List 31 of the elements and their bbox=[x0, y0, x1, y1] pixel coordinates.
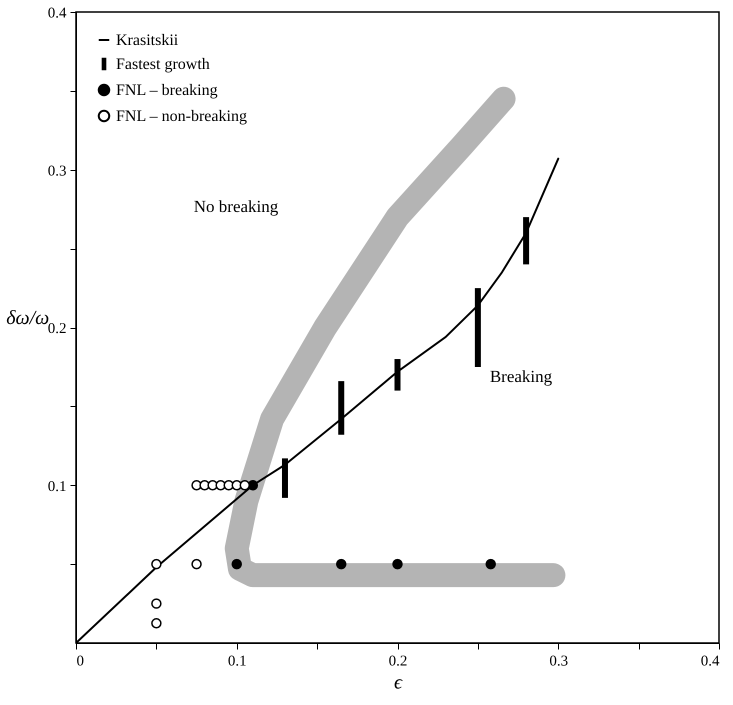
point bbox=[151, 598, 162, 609]
x-tick-label: 0.3 bbox=[549, 654, 568, 670]
bar bbox=[523, 217, 530, 264]
point bbox=[336, 558, 346, 570]
annotation: No breaking bbox=[194, 197, 279, 216]
bar bbox=[282, 458, 288, 498]
annotation: Breaking bbox=[490, 367, 553, 386]
point bbox=[151, 618, 162, 628]
x-tick-label: 0.4 bbox=[700, 654, 720, 670]
point bbox=[232, 558, 242, 570]
y-axis-title: δω/ω bbox=[6, 307, 50, 329]
bar bbox=[338, 381, 344, 435]
point bbox=[191, 558, 202, 570]
point bbox=[151, 558, 162, 570]
bar bbox=[474, 288, 481, 367]
y-tick-label: 0.1 bbox=[48, 478, 66, 495]
legend-label: Fastest growth bbox=[116, 56, 210, 73]
legend-label: FNL – breaking bbox=[116, 82, 218, 99]
x-tick-label: 0.2 bbox=[388, 654, 408, 670]
legend-label: FNL – non-breaking bbox=[116, 108, 247, 125]
x-axis-title: ϵ bbox=[394, 672, 403, 694]
point bbox=[392, 558, 403, 570]
x-tick-label: 0 bbox=[76, 654, 84, 670]
bar bbox=[394, 359, 400, 391]
legend-label: Krasitskii bbox=[116, 32, 179, 49]
y-tick-label: 0.3 bbox=[48, 163, 66, 180]
x-tick-label: 0.1 bbox=[228, 654, 247, 670]
point bbox=[240, 480, 250, 490]
y-tick-label: 0.2 bbox=[48, 321, 66, 337]
y-tick-label: 0.4 bbox=[48, 6, 67, 22]
point bbox=[486, 558, 496, 570]
